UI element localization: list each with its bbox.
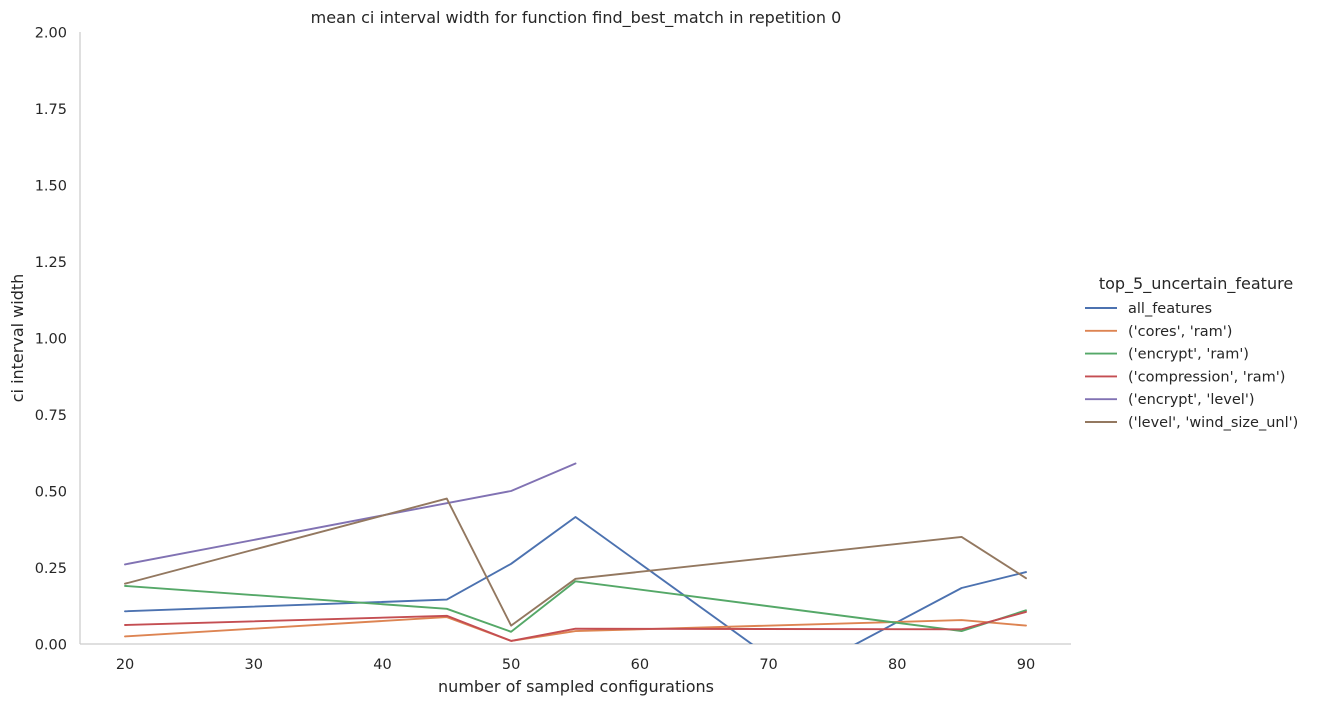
legend-label: ('compression', 'ram') xyxy=(1128,369,1285,385)
series-line-2 xyxy=(124,580,1027,633)
y-tick-label: 0.25 xyxy=(35,561,67,577)
series-line-5 xyxy=(124,497,1027,627)
y-tick-label: 1.25 xyxy=(35,255,67,271)
y-tick-label: 2.00 xyxy=(35,26,67,42)
legend-items: all_features ('cores', 'ram') ('encrypt', … xyxy=(1085,301,1298,431)
legend-label: ('level', 'wind_size_unl') xyxy=(1128,415,1298,431)
legend-title: top_5_uncertain_feature xyxy=(1099,274,1293,294)
x-tick-label: 90 xyxy=(1017,657,1035,673)
y-tick-label: 1.50 xyxy=(35,179,67,195)
legend-label: ('cores', 'ram') xyxy=(1128,324,1232,340)
x-tick-label: 80 xyxy=(888,657,906,673)
x-tick-label: 70 xyxy=(759,657,777,673)
series-line-0 xyxy=(124,516,1027,644)
series-line-3 xyxy=(124,610,1027,642)
y-tick-label: 0.00 xyxy=(35,638,67,654)
y-tick-label: 1.00 xyxy=(35,332,67,348)
chart-title: mean ci interval width for function find… xyxy=(311,8,842,28)
series-line-4 xyxy=(124,462,577,566)
x-axis-ticks: 20 30 40 50 60 70 80 90 xyxy=(116,657,1035,673)
x-tick-label: 30 xyxy=(245,657,263,673)
x-tick-label: 40 xyxy=(373,657,391,673)
legend-label: all_features xyxy=(1128,301,1212,317)
x-axis-label: number of sampled configurations xyxy=(438,677,714,696)
y-tick-label: 0.75 xyxy=(35,408,67,424)
legend-label: ('encrypt', 'ram') xyxy=(1128,347,1249,363)
x-tick-label: 60 xyxy=(631,657,649,673)
series-lines xyxy=(124,462,1027,644)
y-tick-label: 1.75 xyxy=(35,102,67,118)
y-tick-label: 0.50 xyxy=(35,485,67,501)
legend-label: ('encrypt', 'level') xyxy=(1128,392,1254,408)
x-tick-label: 50 xyxy=(502,657,520,673)
y-axis-ticks: 0.00 0.25 0.50 0.75 1.00 1.25 1.50 1.75 2.00 xyxy=(35,26,67,654)
series-line-1 xyxy=(124,616,1027,642)
y-axis-label: ci interval width xyxy=(8,274,27,403)
x-tick-label: 20 xyxy=(116,657,134,673)
legend: top_5_uncertain_feature all_features ('co… xyxy=(1085,274,1298,431)
